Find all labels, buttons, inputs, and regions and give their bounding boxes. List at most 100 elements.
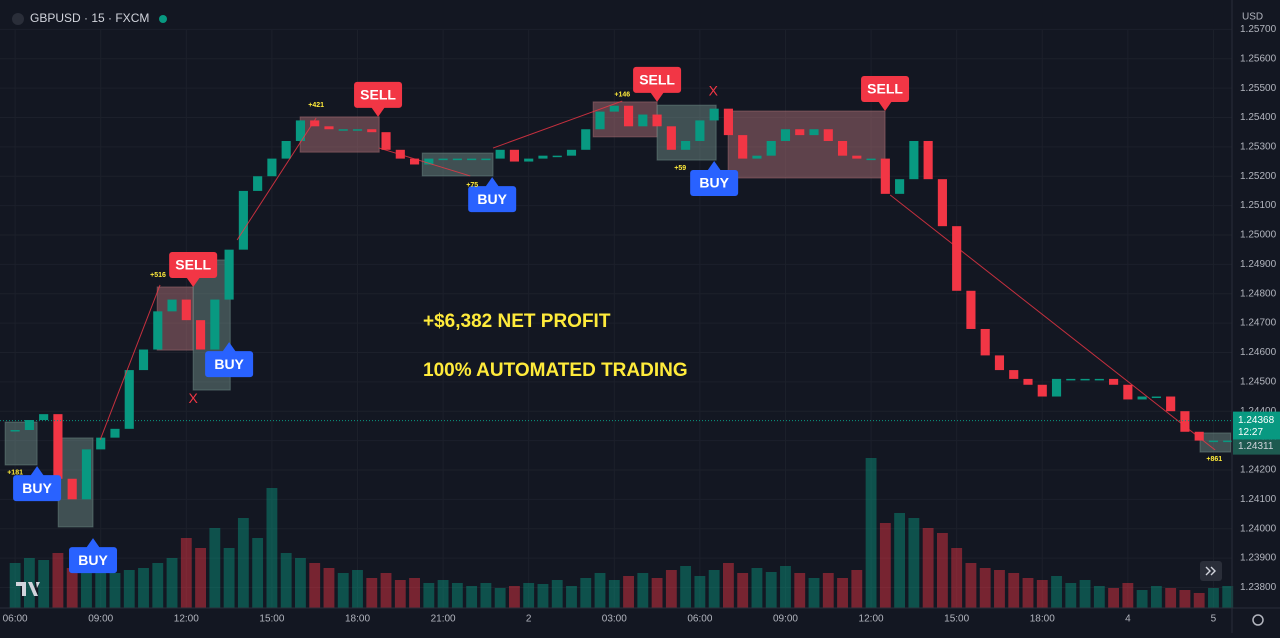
volume-bar (623, 576, 634, 608)
volume-bar (323, 568, 335, 608)
trade-box (727, 110, 886, 179)
volume-bar (1165, 588, 1177, 608)
automation-annotation: 100% AUTOMATED TRADING (423, 360, 688, 381)
candle-body (681, 140, 691, 150)
y-tick-label: 1.24800 (1240, 288, 1277, 299)
volume-bar (352, 570, 363, 608)
signal-label: BUY (78, 552, 108, 568)
other-price-label: 1.24311 (1238, 441, 1274, 452)
x-tick-label: 12:00 (859, 614, 884, 625)
volume-bar (195, 548, 206, 608)
scroll-button[interactable] (1200, 561, 1222, 581)
volume-bar (822, 573, 834, 608)
volume-bar (437, 580, 449, 608)
volume-bar (1093, 586, 1105, 608)
signal-label: BUY (477, 191, 507, 207)
volume-bar (237, 518, 249, 608)
x-tick-label: 18:00 (1030, 614, 1055, 625)
x-tick-label: 15:00 (944, 614, 969, 625)
volume-layer (9, 458, 1234, 608)
volume-bar (566, 586, 577, 608)
volume-bar (109, 573, 121, 608)
x-tick-label: 03:00 (602, 614, 627, 625)
volume-bar (1179, 590, 1191, 608)
candle-body (994, 355, 1005, 371)
candle-body (780, 129, 791, 141)
volume-bar (979, 568, 991, 608)
volume-bar (423, 583, 435, 608)
volume-bar (865, 458, 877, 608)
pnl-label: +516 (150, 272, 166, 279)
signal-box (205, 351, 254, 378)
volume-bar (394, 580, 406, 608)
candle-body (438, 158, 448, 161)
signal-box (354, 81, 403, 108)
x-tick-label: 06:00 (687, 614, 712, 625)
volume-bar (551, 580, 563, 608)
y-tick-label: 1.24600 (1240, 347, 1277, 358)
candle-body (110, 428, 120, 438)
volume-bar (1079, 580, 1091, 608)
y-tick-label: 1.25600 (1240, 53, 1277, 64)
candle-body (310, 120, 320, 127)
candle-body (795, 129, 805, 136)
axes-layer: 1.23800 1.23900 1.24000 1.24100 1.24200 1.243… (3, 24, 1280, 625)
trade-box (656, 104, 717, 161)
volume-bar (523, 583, 535, 608)
volume-bar (680, 566, 692, 608)
volume-bar (494, 588, 506, 608)
pnl-label: +146 (614, 92, 630, 99)
signal-label: BUY (699, 175, 729, 191)
candle-body (352, 129, 363, 131)
volume-bar (594, 573, 606, 608)
signal: BUY (690, 160, 739, 196)
candle-body (524, 158, 534, 162)
volume-bar (637, 573, 649, 608)
volume-bar (95, 566, 107, 608)
candle-body (766, 140, 776, 156)
candle-body (381, 132, 391, 150)
candle-body (866, 158, 876, 161)
signal-arrow (707, 160, 722, 171)
candle-body (909, 140, 919, 180)
signal-box (69, 547, 118, 574)
candle-body (238, 190, 248, 250)
volume-bar (1208, 588, 1219, 608)
y-tick-label: 1.24400 (1240, 406, 1277, 417)
candle-body (1080, 378, 1090, 381)
candle-body (424, 158, 434, 165)
signal-arrow (878, 101, 893, 112)
candle-body (609, 105, 619, 112)
candle-body (752, 155, 762, 159)
signal-box (861, 76, 910, 103)
currency-label[interactable]: USD (1242, 12, 1263, 23)
volume-bar (9, 563, 21, 608)
signal-label: BUY (22, 480, 52, 496)
volume-bar (580, 578, 592, 608)
x-tick-label: 18:00 (345, 614, 370, 625)
volume-bar (1036, 580, 1048, 608)
settings-button[interactable] (1252, 614, 1264, 626)
signal-arrow (371, 106, 386, 117)
candle-body (338, 129, 348, 131)
candle-body (1009, 370, 1019, 379)
volume-bar (994, 570, 1005, 608)
candle-body (652, 114, 662, 127)
volume-bar (223, 548, 235, 608)
signal: BUY (13, 466, 62, 502)
volume-bar (451, 583, 463, 608)
volume-bar (409, 578, 420, 608)
candle-body (709, 108, 719, 121)
candle-body (1123, 384, 1133, 400)
signal-box (13, 475, 62, 502)
y-tick-label: 1.24000 (1240, 523, 1277, 534)
candle-body (895, 179, 905, 194)
trade-line (492, 100, 623, 149)
signal: SELL (861, 76, 910, 112)
volume-bar (894, 513, 906, 608)
candle-body (81, 449, 92, 500)
volume-bar (694, 576, 706, 608)
candle-body (96, 437, 106, 450)
signal-label: SELL (360, 87, 396, 103)
y-tick-label: 1.25500 (1240, 83, 1277, 94)
